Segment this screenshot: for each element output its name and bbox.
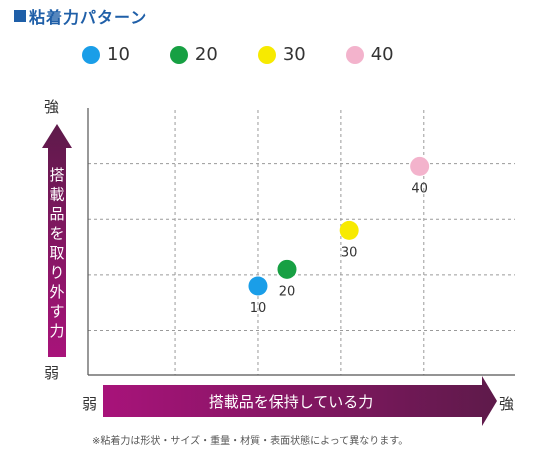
data-label-20: 20 [279,284,296,299]
data-points: 10 20 30 40 [248,156,430,316]
x-low-label: 弱 [82,395,97,413]
y-low-label: 弱 [44,364,59,382]
x-high-label: 強 [499,395,514,413]
legend: 10 20 30 40 [82,44,394,65]
data-point-10 [248,276,268,296]
legend-swatch [82,45,100,64]
data-point-40 [410,156,430,176]
legend-item-20: 20 [169,44,218,65]
y-axis-title: 搭載品を取り外す力 [49,166,64,340]
legend-label: 10 [107,44,130,65]
data-label-40: 40 [411,181,428,196]
footnote: ※粘着力は形状・サイズ・重量・材質・表面状態によって異なります。 [92,436,409,447]
data-point-20 [277,259,297,279]
legend-label: 40 [370,44,394,65]
legend-label: 20 [194,44,218,65]
y-axis-arrow [42,124,72,357]
grid [88,110,515,375]
data-point-30 [339,220,359,240]
data-label-30: 30 [341,245,358,260]
data-label-10: 10 [250,301,267,316]
legend-label: 30 [282,44,306,65]
legend-item-30: 30 [257,44,306,65]
chart-title-text: 粘着力パターン [29,8,148,27]
legend-swatch [169,45,188,64]
legend-item-10: 10 [82,44,130,65]
x-axis-title: 搭載品を保持している力 [209,393,374,411]
x-axis-arrow [103,376,497,426]
legend-swatch [257,45,276,64]
legend-item-40: 40 [345,44,394,65]
legend-swatch [345,45,364,64]
chart-title: 粘着力パターン [14,4,147,28]
y-high-label: 強 [44,98,59,116]
title-square-icon [14,10,26,22]
